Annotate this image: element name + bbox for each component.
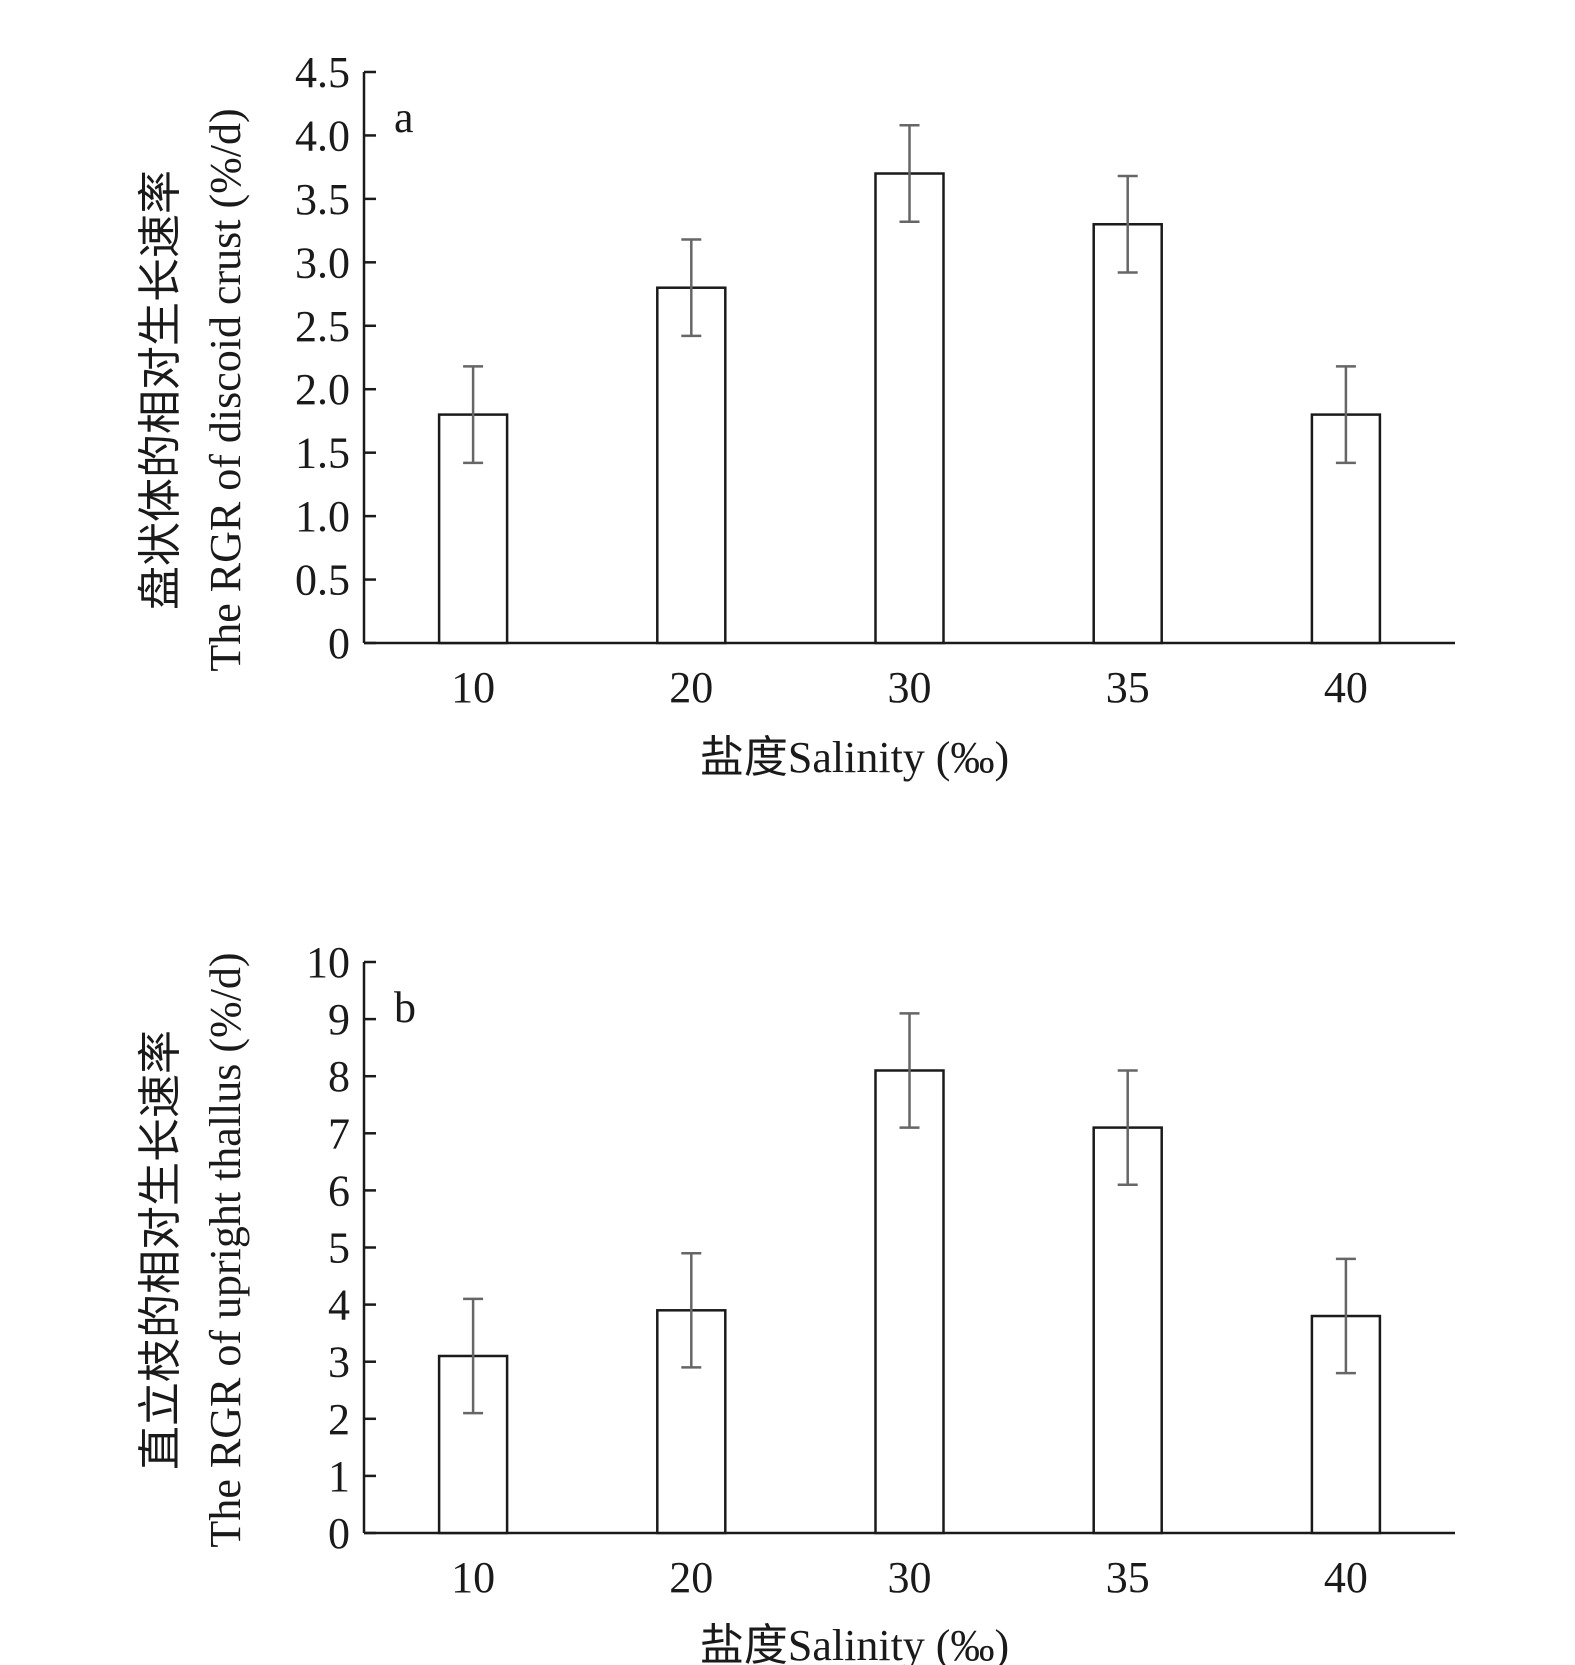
x-tick-label: 10 <box>451 663 495 712</box>
x-axis-title: 盐度Salinity (‰) <box>700 733 1009 782</box>
x-tick-label: 20 <box>669 663 713 712</box>
bar <box>1092 223 1163 645</box>
y-tick-label: 10 <box>306 938 350 987</box>
y-axis-title-en: The RGR of upright thallus (%/d) <box>201 952 250 1547</box>
x-tick-label: 10 <box>451 1553 495 1602</box>
y-axis-title-cn: 盘状体的相对生长速率 <box>136 170 185 610</box>
x-tick-label: 35 <box>1106 663 1150 712</box>
bar <box>874 1069 945 1535</box>
panel-letter: a <box>394 93 414 142</box>
y-tick-label: 9 <box>328 995 350 1044</box>
y-tick-label: 1 <box>328 1452 350 1501</box>
y-tick-label: 0 <box>328 619 350 668</box>
x-axis-title: 盐度Salinity (‰) <box>700 1621 1009 1665</box>
y-tick-label: 3.5 <box>295 175 350 224</box>
bar <box>874 172 945 645</box>
y-tick-label: 8 <box>328 1052 350 1101</box>
y-tick-label: 5 <box>328 1224 350 1273</box>
bar <box>1092 1126 1163 1535</box>
y-tick-label: 7 <box>328 1109 350 1158</box>
y-tick-label: 1.0 <box>295 492 350 541</box>
y-tick-label: 3.0 <box>295 238 350 287</box>
y-tick-label: 0 <box>328 1509 350 1558</box>
y-tick-label: 3 <box>328 1338 350 1387</box>
panel-letter: b <box>394 983 416 1032</box>
y-tick-label: 4.0 <box>295 111 350 160</box>
y-tick-label: 1.5 <box>295 429 350 478</box>
y-tick-label: 0.5 <box>295 556 350 605</box>
x-tick-label: 35 <box>1106 1553 1150 1602</box>
x-tick-label: 30 <box>888 1553 932 1602</box>
x-tick-label: 20 <box>669 1553 713 1602</box>
bar <box>656 286 727 645</box>
y-axis-title-en: The RGR of discoid crust (%/d) <box>201 108 250 671</box>
y-tick-label: 2.5 <box>295 302 350 351</box>
panel-b: 0 1 2 3 4 5 6 7 8 9 10 10 20 30 35 40 b 盐度Salinity (‰) 直立枝… <box>136 938 1455 1665</box>
bar <box>1310 1314 1382 1535</box>
y-tick-label: 2 <box>328 1395 350 1444</box>
y-axis-title-cn: 直立枝的相对生长速率 <box>136 1030 185 1470</box>
y-tick-label: 4 <box>328 1281 350 1330</box>
y-tick-label: 4.5 <box>295 48 350 97</box>
panel-a: 0 0.5 1.0 1.5 2.0 2.5 3.0 3.5 4.0 4.5 10 20 30 35 40 a 盐… <box>136 48 1455 782</box>
x-tick-label: 30 <box>888 663 932 712</box>
x-tick-label: 40 <box>1324 663 1368 712</box>
y-tick-label: 2.0 <box>295 365 350 414</box>
x-tick-label: 40 <box>1324 1553 1368 1602</box>
y-tick-label: 6 <box>328 1166 350 1215</box>
